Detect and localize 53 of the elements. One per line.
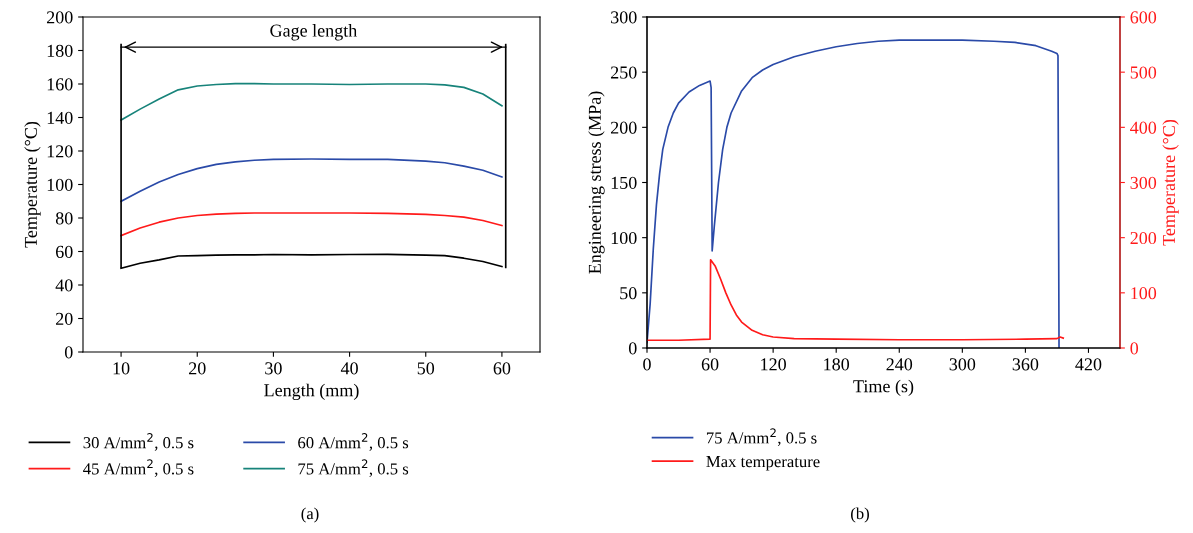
x-tick-label: 0 [643, 358, 651, 371]
y2-tick-label: 500 [1130, 66, 1157, 79]
legend-label: 60 A/mm$^{2}$, 0.5 s [298, 433, 409, 451]
x-tick-label: 60 [493, 362, 511, 375]
y-tick-label: 300 [611, 11, 637, 24]
text: (a) [301, 507, 319, 523]
y-tick-label: 180 [47, 44, 73, 57]
y2-axis-title: Temperature (°C) [1162, 119, 1179, 246]
x-tick-label: 180 [824, 358, 850, 371]
legend-label: 45 A/mm$^{2}$, 0.5 s [83, 459, 194, 477]
y-tick-label: 60 [56, 245, 73, 258]
x-tick-label: 120 [761, 358, 786, 371]
y2-tick-label: 400 [1130, 121, 1157, 134]
legend-label: 75 A/mm$^{2}$, 0.5 s [706, 428, 817, 446]
legend-label: 75 A/mm$^{2}$, 0.5 s [298, 459, 409, 477]
y-axis-title: Temperature (°C) [24, 121, 41, 248]
y-tick-label: 100 [47, 178, 73, 191]
y-tick-label: 20 [56, 312, 73, 325]
x-tick-label: 300 [949, 358, 976, 371]
x-tick-label: 360 [1012, 358, 1039, 371]
y-tick-label: 160 [47, 78, 73, 91]
y2-tick-label: 200 [1130, 231, 1157, 245]
y-tick-label: 0 [628, 342, 637, 355]
y-tick-label: 50 [620, 287, 637, 300]
x-tick-label: 240 [886, 358, 913, 371]
y-tick-label: 140 [47, 111, 73, 124]
x-tick-label: 40 [340, 362, 358, 375]
y-tick-label: 0 [64, 346, 73, 359]
x-tick-label: 30 [265, 362, 282, 375]
x-axis-title: Time (s) [853, 379, 914, 397]
y-tick-label: 150 [611, 176, 637, 189]
legend-label: Max temperature [706, 456, 820, 471]
x-tick-label: 20 [189, 362, 206, 375]
x-tick-label: 60 [701, 358, 719, 371]
y-tick-label: 200 [610, 121, 637, 134]
y-tick-label: 200 [46, 11, 73, 24]
y-tick-label: 40 [55, 279, 73, 292]
ref-line-label: Gage length [270, 24, 358, 41]
x-tick-label: 10 [113, 362, 130, 375]
y2-tick-label: 600 [1130, 11, 1157, 24]
y-tick-label: 80 [55, 212, 73, 225]
y-axis-title: Engineering stress (MPa) [588, 91, 605, 274]
x-tick-label: 420 [1075, 358, 1102, 371]
legend-label: 30 A/mm$^{2}$, 0.5 s [83, 433, 194, 451]
y-tick-label: 100 [611, 231, 637, 245]
y-tick-label: 120 [47, 145, 73, 158]
y2-tick-label: 100 [1131, 287, 1157, 300]
text: (b) [851, 507, 869, 523]
y2-tick-label: 300 [1130, 176, 1157, 189]
y-tick-label: 250 [610, 66, 637, 79]
x-axis-title: Length (mm) [264, 383, 359, 401]
x-tick-label: 50 [417, 362, 435, 375]
y2-tick-label: 0 [1130, 342, 1139, 355]
